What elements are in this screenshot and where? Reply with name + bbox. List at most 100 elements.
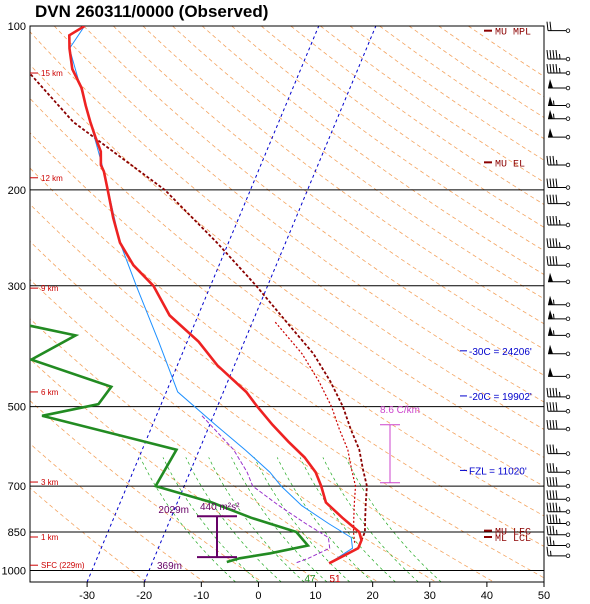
wind-barb-station [565,470,571,475]
wind-barb-full [552,49,555,60]
wind-barb-full [552,490,555,500]
wind-barb-full [552,477,555,487]
wind-barb-half [556,467,558,473]
wind-barb-full [555,49,558,60]
wind-barb [546,21,571,33]
wind-barb-full [552,256,555,266]
wind-barb-full [552,502,555,512]
wind-barb-half [550,550,552,556]
dry-adiabat [30,167,544,547]
srh-bottom-height-label: 369m [157,561,182,572]
wind-barb-half [559,391,561,397]
wind-barb-station [565,245,571,250]
wind-barb [546,238,571,250]
wind-barb-full [549,178,552,188]
wind-barb-full [555,502,558,512]
wind-barb-station [565,279,571,285]
wind-barb-flag [548,272,553,282]
wind-barb-full [555,238,558,248]
surface-dewpoint-label: 47 [304,574,316,585]
dry-adiabat [53,26,544,403]
temperature-tick-label: -30 [79,590,95,602]
wind-barb-station [565,374,571,379]
wind-barb-full [549,49,552,60]
moist-adiabat [185,457,282,582]
wind-barb-flag [548,128,553,138]
wind-barb-half [553,113,555,119]
wind-barb-full [555,387,558,397]
wind-barb-full [549,238,552,248]
wind-barb [548,96,571,108]
wind-barb [546,178,571,190]
wind-barb-half [559,518,561,524]
isotherm-label: FZL = 11020' [469,466,527,477]
temperature-tick-label: -20 [136,590,152,602]
lapse-rate-label: 8.6 C/km [380,405,420,416]
wind-barb [548,109,571,121]
dry-adiabat [30,279,437,582]
wind-barb-station [565,103,571,108]
dry-adiabat [290,26,544,205]
wind-barb-full [552,215,555,226]
wind-barb-full [546,402,549,412]
wind-barb-half [553,299,555,305]
wind-barb-station [565,70,571,76]
height-label: SFC (229m) [41,561,85,570]
wind-barb-half [556,529,558,535]
dry-adiabat [231,26,544,252]
plot-frame [29,25,545,583]
wind-barb-station [565,302,571,307]
wind-barb-full [555,514,558,524]
pressure-tick-label: 700 [8,481,26,493]
wind-barb-full [549,490,552,500]
wind-barb-station [565,222,571,228]
wind-barb [546,546,571,559]
wind-barb [548,79,571,91]
wind-barb-station [565,333,571,338]
wind-barb-half [559,67,561,74]
wind-barb-full [549,155,552,166]
moist-adiabat [276,457,373,582]
wind-barb-station [565,56,571,62]
wind-barb [546,502,571,514]
wind-barb-full [549,525,552,535]
wind-barb [546,490,571,502]
wind-barb-full [549,256,552,266]
virtual-temperature-line [68,26,354,564]
wind-barb-full [552,238,555,248]
wind-barb-full [552,178,555,188]
wind-barb-full [546,420,549,430]
moist-adiabat [231,457,328,582]
wind-barb-half [559,53,561,60]
pressure-tick-label: 100 [8,21,26,33]
wind-barb-full [546,238,549,248]
wind-barb-full [552,387,555,397]
wind-barb-station [565,263,571,268]
wind-barb-full [546,444,549,454]
wind-barb-full [549,420,552,430]
wind-barb [546,256,571,268]
height-label: 12 km [41,174,63,183]
wind-barb-full [552,463,555,473]
wind-barb [546,155,571,168]
wind-barb-full [546,463,549,473]
temperature-tick-label: 20 [367,590,379,602]
wind-barb-full [555,194,558,204]
temperature-tick-label: 0 [255,590,261,602]
wind-barb-full [546,21,549,31]
height-label: 15 km [41,69,63,78]
wind-barb-full [552,402,555,412]
height-label: 1 km [41,533,59,542]
temperature-line [67,26,363,565]
wind-barb-half [559,242,561,248]
wind-barb-full [549,444,552,454]
wind-barb-full [555,178,558,188]
wind-barb-flag [548,96,553,106]
wind-barb-station [565,185,571,190]
wind-barb [546,525,571,538]
wind-barb-full [546,178,549,188]
dry-adiabat [260,26,544,228]
wind-barb-full [546,63,549,74]
moist-adiabat [345,457,442,582]
dry-adiabat [438,26,544,98]
